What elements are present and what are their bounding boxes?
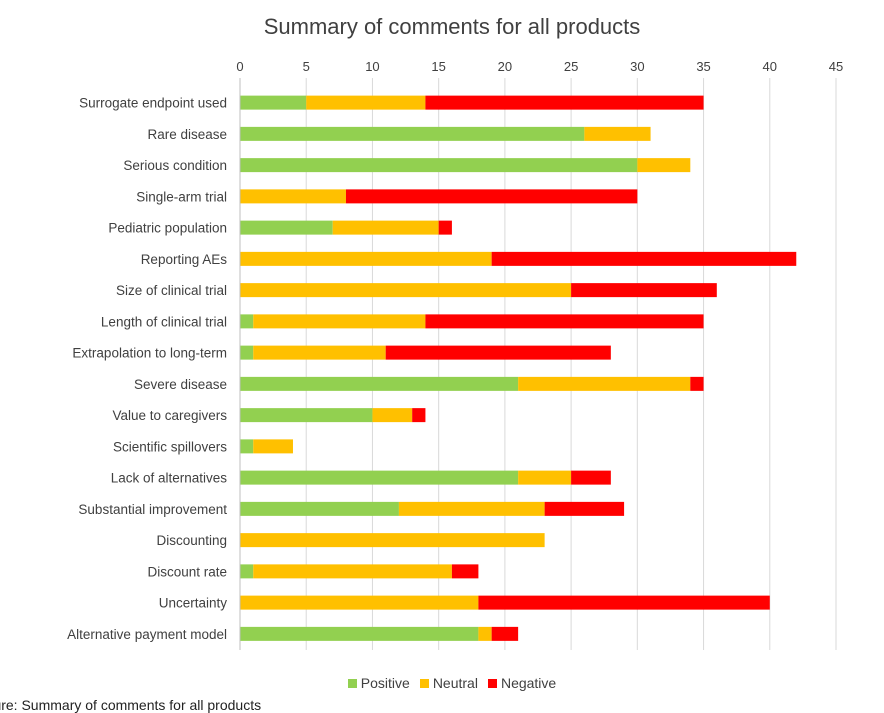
bar-negative [571, 283, 717, 298]
bar-positive [240, 376, 519, 391]
bar-negative [491, 626, 519, 641]
chart-title: Summary of comments for all products [263, 14, 641, 39]
category-label: Discount rate [147, 564, 227, 579]
bar-positive [240, 439, 254, 454]
bar-positive [240, 95, 307, 110]
category-label: Lack of alternatives [111, 471, 228, 486]
x-tick-label: 35 [696, 59, 710, 74]
category-label: Rare disease [147, 127, 227, 142]
category-label: Serious condition [123, 158, 227, 173]
bar-neutral [518, 376, 691, 391]
bar-positive [240, 408, 373, 423]
bar-neutral [253, 439, 293, 454]
category-label: Alternative payment model [67, 627, 227, 642]
legend-item-neutral: Neutral [419, 675, 478, 691]
x-tick-label: 30 [630, 59, 644, 74]
bar-negative [571, 470, 611, 485]
bar-negative [451, 564, 479, 579]
bar-positive [240, 564, 254, 579]
bar-neutral [240, 251, 492, 266]
x-tick-label: 5 [303, 59, 310, 74]
bar-neutral [253, 564, 452, 579]
bar-positive [240, 345, 254, 360]
bar-neutral [240, 533, 545, 548]
bar-neutral [637, 158, 691, 173]
bar-negative [412, 408, 426, 423]
legend-swatch [347, 678, 357, 688]
category-label: Discounting [156, 533, 227, 548]
category-label: Surrogate endpoint used [79, 96, 227, 111]
bar-positive [240, 126, 585, 141]
chart-legend: Positive Neutral Negative [0, 675, 884, 691]
bar-neutral [240, 189, 346, 204]
bar-neutral [518, 470, 572, 485]
category-label: Extrapolation to long-term [72, 346, 227, 361]
x-tick-label: 40 [763, 59, 777, 74]
x-tick-label: 10 [365, 59, 379, 74]
x-tick-label: 45 [829, 59, 843, 74]
bar-negative [425, 314, 704, 329]
legend-label: Positive [360, 675, 410, 691]
legend-label: Negative [500, 675, 557, 691]
legend-item-negative: Negative [487, 675, 557, 691]
bar-neutral [478, 626, 492, 641]
bar-negative [690, 376, 704, 391]
bar-positive [240, 158, 638, 173]
bar-negative [438, 220, 452, 235]
legend-swatch [487, 678, 497, 688]
x-tick-label: 0 [236, 59, 243, 74]
bar-neutral [584, 126, 651, 141]
bar-neutral [240, 283, 572, 298]
bar-neutral [372, 408, 413, 423]
bar-neutral [398, 501, 545, 516]
category-label: Pediatric population [108, 221, 227, 236]
bar-neutral [253, 345, 386, 360]
x-tick-label: 15 [431, 59, 445, 74]
category-label: Severe disease [134, 377, 227, 392]
bar-neutral [306, 95, 426, 110]
category-label: Reporting AEs [141, 252, 228, 267]
category-label: Value to caregivers [112, 408, 227, 423]
category-label: Length of clinical trial [101, 314, 227, 329]
bar-neutral [332, 220, 439, 235]
bar-positive [240, 470, 519, 485]
legend-label: Neutral [432, 675, 478, 691]
bar-positive [240, 220, 333, 235]
bar-neutral [253, 314, 426, 329]
bar-negative [345, 189, 638, 204]
legend-item-positive: Positive [347, 675, 410, 691]
legend-swatch [419, 678, 429, 688]
bar-neutral [240, 595, 479, 610]
x-tick-label: 20 [498, 59, 512, 74]
bar-positive [240, 501, 399, 516]
category-label: Substantial improvement [78, 502, 227, 517]
bar-positive [240, 626, 479, 641]
figure-caption: Figure: Summary of comments for all prod… [0, 697, 262, 713]
bar-negative [425, 95, 704, 110]
x-tick-label: 25 [564, 59, 578, 74]
bar-negative [491, 251, 797, 266]
category-label: Single-arm trial [136, 189, 227, 204]
bar-positive [240, 314, 254, 329]
category-label: Uncertainty [159, 596, 228, 611]
bar-negative [385, 345, 611, 360]
category-label: Scientific spillovers [113, 439, 227, 454]
bar-negative [544, 501, 625, 516]
bar-negative [478, 595, 770, 610]
category-label: Size of clinical trial [116, 283, 227, 298]
